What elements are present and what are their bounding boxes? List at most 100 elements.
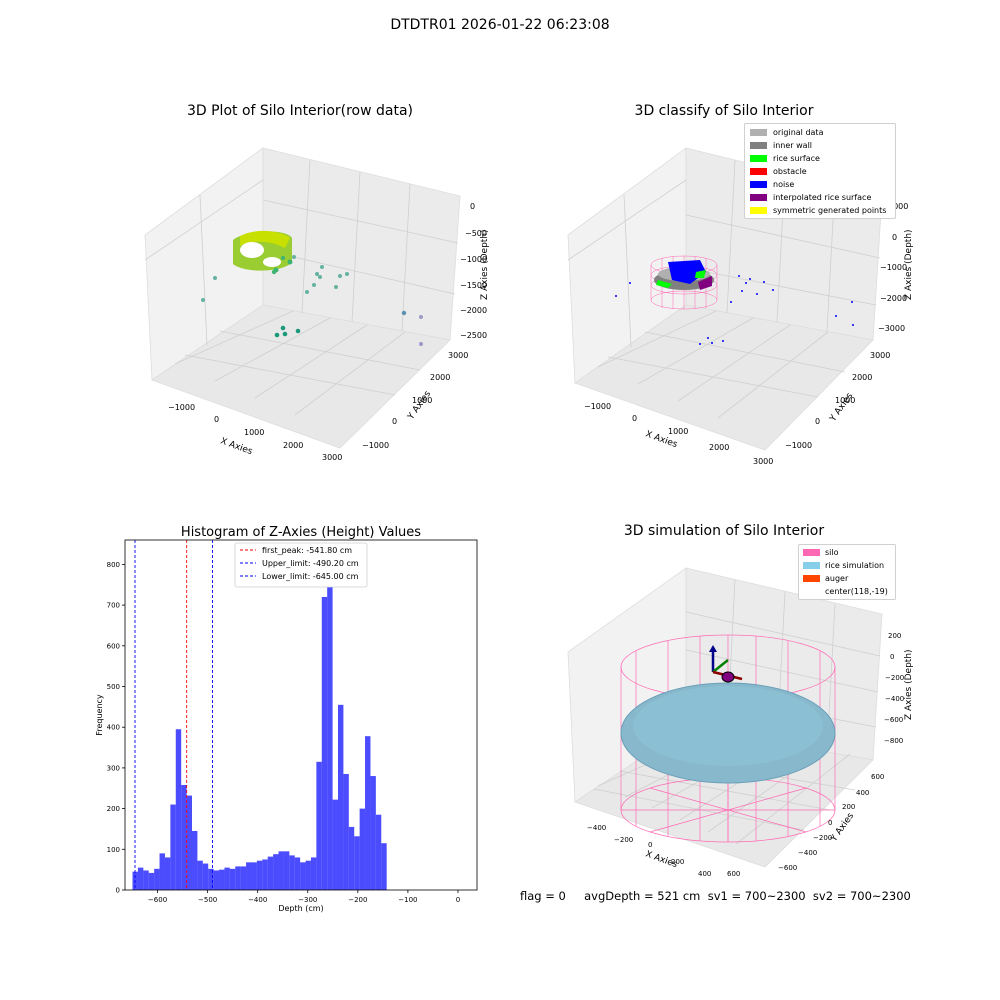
histogram-xtick-label: 0: [456, 896, 460, 904]
sim-ytick: −400: [798, 849, 817, 857]
histogram-xtick-label: −500: [198, 896, 217, 904]
histogram-bar: [354, 836, 360, 890]
sim-xlabel: X Axies: [644, 849, 679, 870]
classify-ytick: 2000: [852, 373, 872, 382]
raw-xtick: 0: [214, 415, 219, 424]
histogram-xtick-label: −400: [248, 896, 267, 904]
raw-zlabel: Z Axies (Depth): [480, 229, 490, 300]
raw-ztick: −500: [465, 229, 487, 238]
legend-label: silo: [825, 548, 839, 557]
histogram-bar: [186, 795, 192, 890]
histogram-bar: [310, 857, 317, 890]
histogram-bar: [289, 855, 295, 890]
sim-ztick: −800: [884, 737, 903, 745]
histogram-bar: [170, 804, 176, 890]
histogram-xlabel: Depth (cm): [278, 904, 323, 913]
histogram-bar: [348, 826, 355, 890]
legend-label: interpolated rice surface: [773, 193, 872, 202]
legend-entry-rice-simulation: rice simulation: [803, 561, 884, 570]
histogram-bar: [305, 860, 311, 890]
sim-ytick: 0: [828, 819, 832, 827]
raw-xlabel: X Axies: [219, 436, 254, 457]
legend-label: inner wall: [773, 141, 813, 150]
histogram-ytick-label: 100: [107, 846, 120, 854]
histogram-yticks: 0 100 200 300 400 500 600 700 800: [107, 561, 125, 895]
histogram-ytick-label: 200: [107, 805, 120, 813]
sim-xtick: 600: [727, 870, 740, 878]
histogram-ytick-label: 600: [107, 642, 120, 650]
sim-xtick: 400: [698, 870, 711, 878]
legend-entry-inner-wall: inner wall: [750, 141, 812, 150]
histogram-bar: [251, 862, 257, 890]
histogram-bar: [181, 785, 187, 890]
simulation-3d-plot: −400 −200 0 200 400 600 −600 −400 −200 0…: [567, 567, 914, 878]
histogram-xtick-label: −600: [148, 896, 167, 904]
raw-ylabel: Y Axies: [406, 389, 434, 422]
classify-ztick: 0: [892, 233, 897, 242]
status-line: flag = 0 avgDepth = 521 cm sv1 = 700~230…: [520, 889, 911, 903]
histogram-bar: [213, 870, 220, 890]
legend-entry-symmetric: symmetric generated points: [750, 206, 886, 215]
histogram-bar: [224, 867, 230, 890]
classify-ztick: 1000: [888, 202, 908, 211]
histogram-ytick-label: 800: [107, 561, 120, 569]
legend-entry-auger: auger: [803, 574, 848, 583]
sim-xtick: −200: [614, 836, 633, 844]
classify-ytick: 0: [815, 417, 820, 426]
histogram-ytick-label: 700: [107, 602, 120, 610]
raw-ztick: −1500: [460, 281, 487, 290]
histogram-bar: [246, 862, 252, 890]
histogram-xtick-label: −200: [348, 896, 367, 904]
legend-label: Upper_limit: -490.20 cm: [262, 559, 359, 568]
legend-entry-interpolated: interpolated rice surface: [750, 193, 871, 202]
sim-ytick: 200: [842, 803, 855, 811]
legend-label: obstacle: [773, 167, 807, 176]
histogram-bar: [175, 729, 182, 890]
histogram-bar: [256, 860, 263, 890]
histogram-bar: [267, 856, 274, 890]
classify-ztick: −3000: [878, 324, 905, 333]
histogram-bar: [278, 851, 284, 890]
classify-ytick: −1000: [785, 441, 812, 450]
histogram-bar: [229, 868, 236, 890]
histogram-title: Histogram of Z-Axies (Height) Values: [181, 525, 421, 540]
histogram-bar: [137, 867, 144, 890]
raw-3d-plot: −1000 0 1000 2000 3000 −1000 0 1000 2000…: [144, 147, 490, 462]
histogram-vlines: [134, 540, 213, 890]
classify-xtick: 2000: [709, 443, 729, 452]
sim-xtick: 200: [671, 858, 684, 866]
classify-ytick: 1000: [835, 396, 855, 405]
raw-ytick: 1000: [412, 396, 432, 405]
raw-xtick: 2000: [283, 441, 303, 450]
raw-xtick: 1000: [244, 428, 264, 437]
histogram-xtick-label: −300: [298, 896, 317, 904]
sim-xtick: −400: [587, 824, 606, 832]
raw-ytick: 3000: [448, 351, 468, 360]
raw-points: [201, 230, 423, 346]
legend-entry-noise: noise: [750, 180, 794, 189]
histogram-bar: [321, 596, 328, 890]
histogram-bar: [283, 851, 290, 890]
sim-ztick: 0: [890, 653, 894, 661]
histogram-xticks: −600 −500 −400 −300 −200 −100 0: [148, 890, 460, 904]
classify-xtick: 3000: [753, 457, 773, 466]
histogram-bar: [300, 862, 306, 890]
histogram-bar: [154, 868, 160, 890]
histogram-bar: [365, 736, 371, 890]
histogram-bar: [208, 868, 214, 890]
histogram-bar: [294, 857, 301, 890]
raw-xtick: −1000: [168, 403, 195, 412]
classify-ytick: 3000: [870, 351, 890, 360]
legend-label: noise: [773, 180, 795, 189]
sim-ztick: −400: [885, 695, 904, 703]
histogram-bar: [359, 808, 366, 890]
histogram-bar: [164, 857, 171, 890]
histogram-bar: [143, 870, 149, 890]
sim-ztick: 200: [888, 632, 901, 640]
histogram-bar: [262, 859, 268, 890]
simulation-plot-title: 3D simulation of Silo Interior: [623, 523, 825, 539]
legend-label: first_peak: -541.80 cm: [262, 546, 352, 555]
legend-label: symmetric generated points: [773, 206, 887, 215]
raw-ytick: 0: [392, 417, 397, 426]
histogram-bar: [219, 869, 225, 890]
